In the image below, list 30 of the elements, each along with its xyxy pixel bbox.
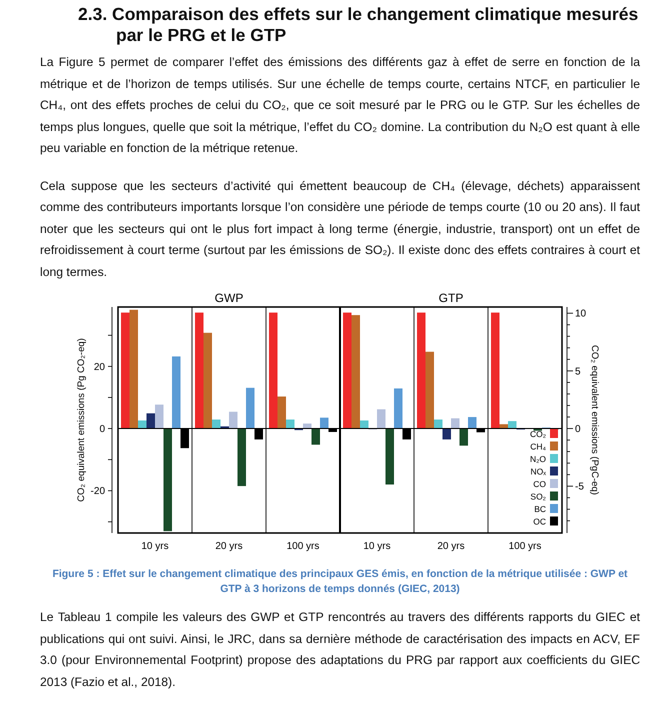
y-tick-label: 0: [99, 424, 106, 436]
caption: Figure 5 : Effet sur le changement climatique des principaux GES émis, en fonction de la métrique utilisée : GWP et GTP à 3 horizons de temps donnés (GIEC, 2013): [51, 567, 629, 597]
x-tick-label: 20 yrs: [437, 541, 465, 552]
legend-label: CO₂: [530, 428, 546, 439]
y-tick-label: -20: [90, 486, 106, 498]
text: La Figure 5 permet de comparer l’effet des émissions des différents gaz à effet de serre en fonction de la métrique et de l’horizon de temps utilisés. Sur une échelle de temps courte, certains NTCF, en particulier le CH₄, ont des effets proches de celui du CO₂, que ce soit mesuré par le PRG ou le GTP. Sur les échelles de temps plus longues, quelle que soit la métrique, l’effet du CO₂ domine. La contribution du N₂O est quant à elle peu variable en fonction de la métrique retenue.: [40, 54, 640, 157]
y2-tick-label: 0: [575, 424, 581, 436]
y2-tick-label: 10: [575, 308, 587, 320]
chart-title: 2.3. Comparaison des effets sur le changement climatique mesurés par le PRG et le GTP: [78, 4, 640, 46]
y-axis-title: CO₂ equivalent emissions (Pg CO₂-eq): [76, 338, 87, 502]
text: Le Tableau 1 compile les valeurs des GWP et GTP rencontrés au travers des différents rapports du GIEC et publications qui ont suivi. Ainsi, le JRC, dans sa dernière méthode de caractérisation des impacts en ACV, EF 3.0 (pour Environnemental Footprint) propose des adaptations du PRG par rapport aux coefficients du GIEC 2013 (Fazio et al., 2018).: [40, 609, 640, 690]
y-tick-label: 20: [94, 362, 106, 373]
y2-tick-label: 5: [575, 366, 581, 378]
legend-label: CO: [533, 478, 546, 489]
x-tick-label: 100 yrs: [508, 541, 542, 552]
y2-axis-title: CO₂ equivalent emissions (PgC-eq): [589, 345, 600, 495]
legend-label: NOₓ: [530, 466, 546, 476]
legend-label: OC: [533, 516, 546, 526]
x-tick-label: 10 yrs: [141, 541, 169, 552]
legend-label: BC: [534, 504, 546, 514]
x-tick-label: 100 yrs: [286, 541, 320, 552]
text: Cela suppose que les secteurs d’activité qui émettent beaucoup de CH₄ (élevage, déchets) apparaissent comme des contributeurs importants lorsque l’on considère une période de temps courte (10 ou 20 ans). Il faut noter que les secteurs qui ont le plus fort impact à long terme (énergie, industrie, transport) ont un effet de refroidissement à court terme (surtout par les émissions de SO₂). Il existe donc des effets contraires à court et long termes.: [40, 178, 640, 280]
legend-label: CH₄: [530, 441, 547, 452]
text: GWP: [214, 291, 244, 305]
y2-tick-label: -5: [575, 482, 584, 493]
legend-label: SO₂: [530, 491, 546, 502]
x-tick-label: 10 yrs: [363, 541, 391, 552]
text: GTP: [438, 291, 464, 305]
legend-label: N₂O: [530, 454, 546, 464]
x-tick-label: 20 yrs: [215, 541, 243, 552]
